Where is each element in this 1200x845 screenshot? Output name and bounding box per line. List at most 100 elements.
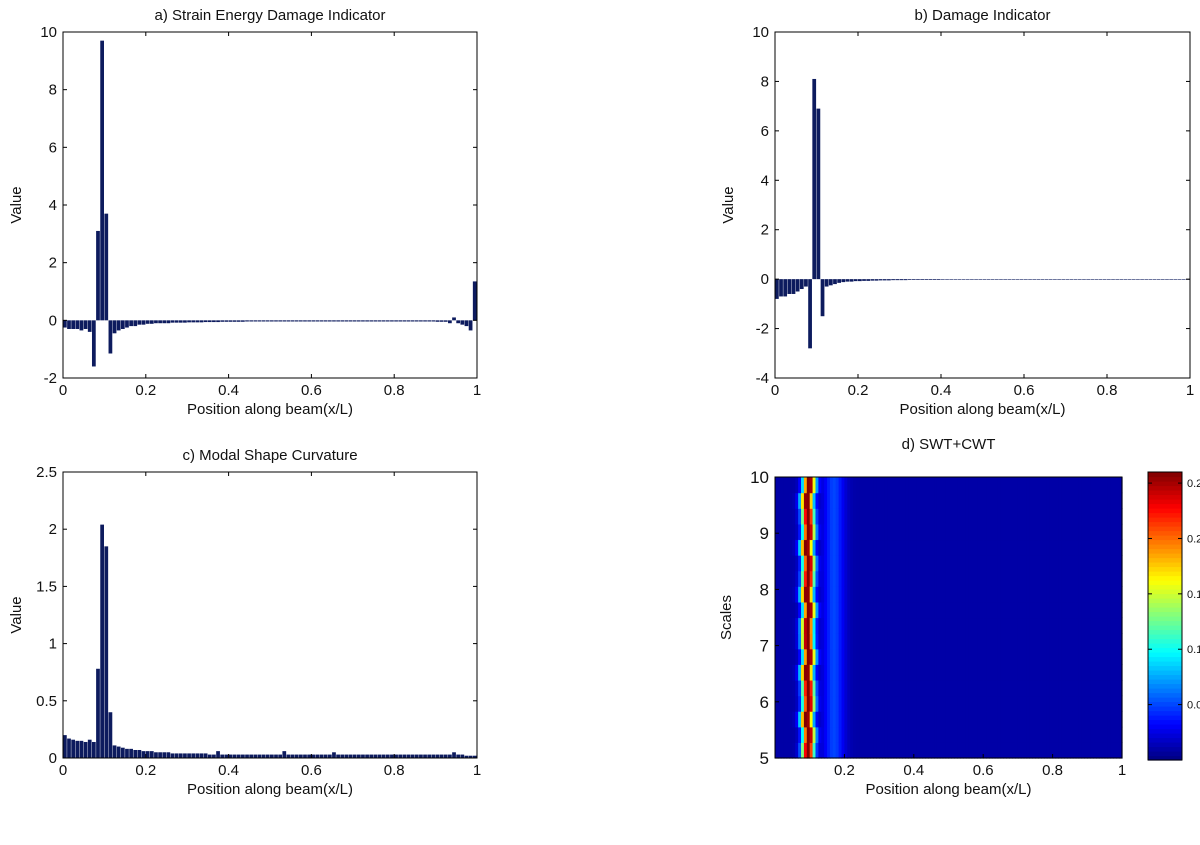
chart-d-heat-cell bbox=[1017, 695, 1022, 712]
chart-d-heat-cell bbox=[905, 570, 909, 587]
chart-b-bar bbox=[941, 279, 945, 280]
chart-d-heat-cell bbox=[1119, 477, 1123, 494]
chart-d-heat-cell bbox=[896, 555, 900, 572]
chart-d-colorbar-step bbox=[1148, 508, 1182, 514]
chart-d-heat-cell bbox=[1038, 633, 1042, 650]
chart-d-heat-cell bbox=[942, 695, 947, 712]
chart-d-heat-cell bbox=[991, 679, 996, 697]
chart-d-heat-cell bbox=[870, 726, 874, 743]
chart-d-heat-cell bbox=[775, 617, 779, 634]
chart-d-heat-cell bbox=[994, 726, 999, 743]
chart-d-heat-cell bbox=[988, 601, 993, 619]
chart-d-heat-cell bbox=[919, 523, 924, 541]
chart-d-heat-cell bbox=[858, 648, 863, 665]
chart-d-heat-cell bbox=[908, 570, 912, 587]
chart-b-bar bbox=[1019, 279, 1024, 280]
chart-d-heat-cell bbox=[775, 555, 779, 572]
chart-d-heat-cell bbox=[1101, 555, 1106, 572]
chart-d-heat-cell bbox=[783, 570, 788, 587]
chart-d-heat-cell bbox=[1093, 633, 1097, 650]
chart-c-bar bbox=[435, 754, 440, 758]
chart-d-heat-cell bbox=[1116, 633, 1120, 650]
chart-d-heat-cell bbox=[962, 633, 967, 650]
chart-d-heat-cell bbox=[1084, 726, 1088, 743]
chart-a-bar bbox=[216, 320, 220, 323]
chart-d-heat-cell bbox=[942, 570, 947, 587]
chart-d-heat-cell bbox=[948, 695, 952, 712]
chart-a-bars bbox=[63, 40, 477, 367]
chart-b-bar bbox=[1160, 279, 1165, 280]
chart-d-heat-cell bbox=[847, 664, 851, 681]
chart-d-heat-cell bbox=[835, 617, 840, 634]
chart-d-heat-cell bbox=[1081, 555, 1086, 572]
chart-d-heat-cell bbox=[1069, 555, 1074, 572]
chart-d-heat-cell bbox=[855, 508, 860, 525]
chart-d-heat-cell bbox=[1067, 711, 1071, 728]
chart-d-heat-cell bbox=[945, 570, 950, 587]
chart-d-heat-cell bbox=[844, 555, 848, 572]
chart-d-colorbar-step bbox=[1148, 611, 1182, 617]
chart-c-bar bbox=[174, 753, 179, 758]
chart-d-heat-cell bbox=[870, 586, 874, 603]
chart-d-heat-cell bbox=[983, 711, 987, 728]
chart-d-heat-cell bbox=[1015, 523, 1019, 541]
chart-d-heat-cell bbox=[879, 648, 883, 665]
chart-d-heat-cell bbox=[942, 508, 947, 525]
chart-d-heat-cell bbox=[835, 742, 840, 759]
chart-d-heat-cell bbox=[1107, 523, 1112, 541]
chart-d-colorbar-step bbox=[1148, 598, 1182, 604]
chart-d-heat-cell bbox=[939, 633, 944, 650]
chart-d-heat-cell bbox=[1055, 555, 1059, 572]
chart-d-heat-cell bbox=[1075, 617, 1080, 634]
chart-c-bar bbox=[191, 753, 196, 758]
chart-d-heat-cell bbox=[957, 508, 961, 525]
chart-d-heat-cell bbox=[1026, 695, 1031, 712]
chart-a-bar bbox=[224, 320, 229, 322]
chart-d-heat-cell bbox=[1067, 679, 1071, 697]
chart-a-bar bbox=[336, 320, 340, 322]
chart-d-heat-cell bbox=[1012, 477, 1016, 494]
chart-d-heat-cell bbox=[1015, 664, 1019, 681]
chart-d-heat-cell bbox=[1078, 492, 1083, 509]
chart-d-heat-cell bbox=[801, 711, 805, 728]
chart-d-heat-cell bbox=[939, 555, 944, 572]
chart-d-heat-cell bbox=[977, 586, 981, 603]
chart-d-heat-cell bbox=[986, 539, 990, 556]
chart-d-heat-cell bbox=[1020, 711, 1025, 728]
chart-d-ytick-label: 6 bbox=[760, 693, 769, 712]
chart-d-colorbar-tick-label: 0.25 bbox=[1187, 478, 1200, 490]
chart-d-heat-cell bbox=[931, 679, 935, 697]
chart-d-heat-cell bbox=[1107, 695, 1112, 712]
chart-d-heat-cell bbox=[789, 555, 793, 572]
chart-d-heat-cell bbox=[821, 648, 825, 665]
chart-b-bar bbox=[1011, 279, 1016, 280]
chart-d-heat-cell bbox=[1104, 617, 1109, 634]
chart-d-heat-cell bbox=[818, 477, 822, 494]
chart-a-bar bbox=[232, 320, 237, 322]
chart-d-heat-cell bbox=[824, 555, 828, 572]
chart-d-ytick-label: 5 bbox=[760, 749, 769, 768]
chart-d-heat-cell bbox=[994, 539, 999, 556]
chart-c-bar bbox=[116, 746, 121, 758]
chart-d-heat-cell bbox=[1041, 695, 1045, 712]
chart-d-heat-cell bbox=[945, 492, 950, 509]
chart-d-heat-cell bbox=[1113, 742, 1117, 759]
chart-d-heat-cell bbox=[1012, 695, 1016, 712]
chart-d-heat-cell bbox=[1046, 508, 1051, 525]
chart-d-heat-cell bbox=[1104, 664, 1109, 681]
chart-d-heat-cell bbox=[835, 555, 840, 572]
chart-d-heat-cell bbox=[887, 555, 892, 572]
chart-d-heat-cell bbox=[815, 617, 819, 634]
chart-d-heat-cell bbox=[962, 508, 967, 525]
chart-d-heat-cell bbox=[939, 648, 944, 665]
chart-d-heat-cell bbox=[1061, 477, 1065, 494]
chart-d-heat-cell bbox=[1012, 492, 1016, 509]
chart-d-heat-cell bbox=[902, 679, 906, 697]
chart-d-heat-cell bbox=[1098, 555, 1103, 572]
chart-d-heat-cell bbox=[1015, 742, 1019, 759]
chart-b-xtick-label: 0.8 bbox=[1097, 382, 1118, 399]
chart-b-bar bbox=[1165, 279, 1169, 280]
chart-d-heat-cell bbox=[780, 664, 785, 681]
chart-d-heat-cell bbox=[905, 742, 909, 759]
chart-d-heat-cell bbox=[1015, 695, 1019, 712]
